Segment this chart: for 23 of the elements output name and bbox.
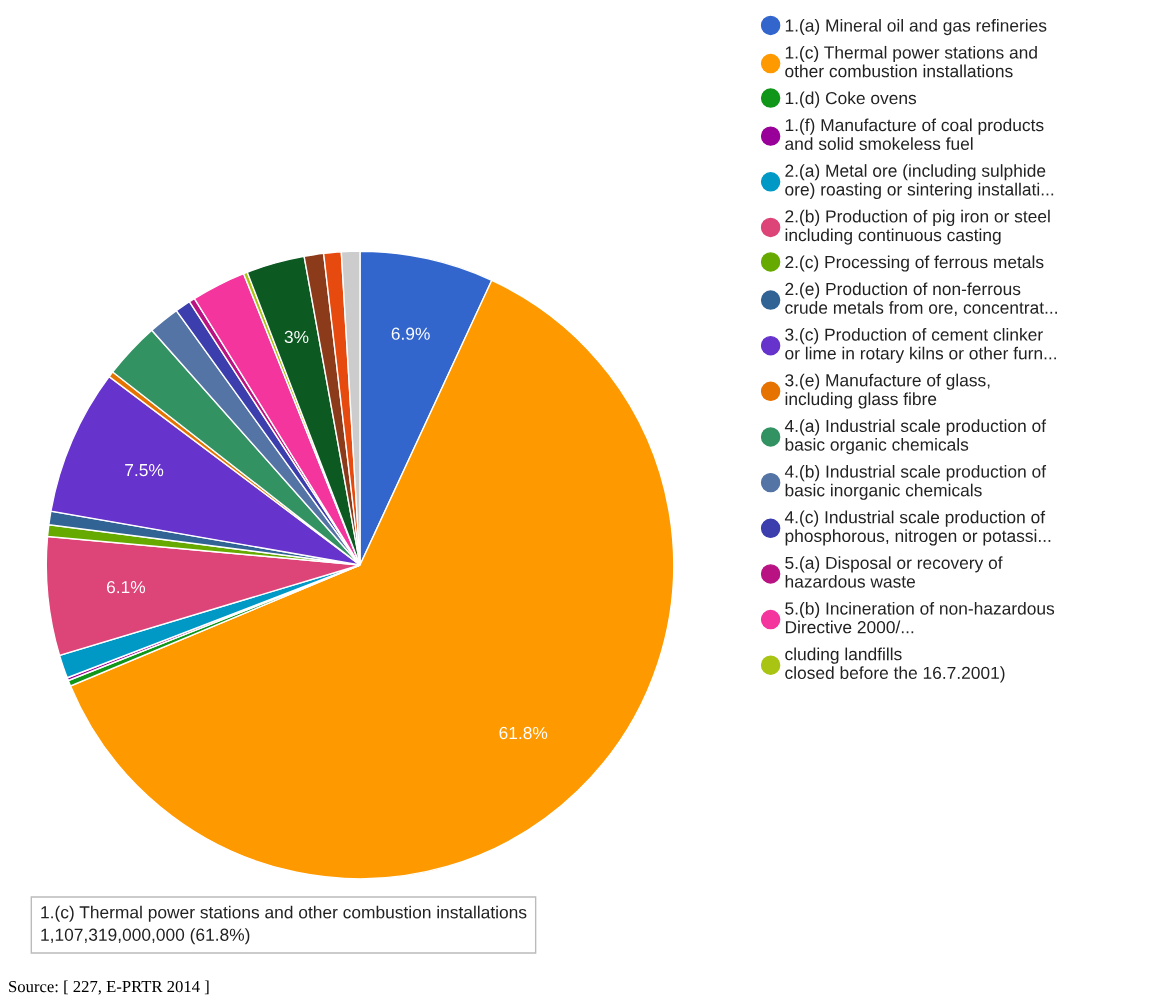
data-label: 61.8% [499,726,548,740]
data-label: 6.1% [106,580,146,594]
legend-label: 1.(d) Coke ovens [785,91,917,108]
source-note: Source: [ 227, E-PRTR 2014 ] [9,980,209,995]
legend-label: 2.(c) Processing of ferrous metals [785,255,1044,272]
legend-label: 3.(e) Manufacture of glass, including glass fibre [785,373,990,409]
legend-label: 4.(a) Industrial scale production of basic organic chemicals [784,419,1047,455]
legend-label: 3.(c) Production of cement clinker or lime in rotary kilns or other furn... [785,328,1056,363]
legend-label: 1.(f) Manufacture of coal products and solid smokeless fuel [785,118,1044,150]
legend-label: 5.(b) Incineration of non-hazardous Directive 2000/... [785,601,1055,634]
legend-label: 1.(c) Thermal power stations and other combustion installations [785,45,1037,78]
legend-label: 4.(b) Industrial scale production of basic inorganic chemicals [784,464,1047,500]
data-label: 6.9% [391,327,430,340]
data-label: 3% [284,330,309,344]
data-label: 7.5% [125,464,164,477]
text: 1.(c) Thermal power stations and other combustion installations 1,107,319,000,000 (61.8%) [41,905,527,945]
legend-label: 2.(a) Metal ore (including sulphide ore) roasting or sintering installati... [785,164,1054,200]
legend-label: cluding landfills closed before the 16.7.2001) [785,647,1005,683]
legend-label: 5.(a) Disposal or recovery of hazardous waste [785,556,1003,588]
legend-label: 4.(c) Industrial scale production of phosphorous, nitrogen or potassi... [784,510,1051,546]
legend-label: 2.(e) Production of non-ferrous crude metals from ore, concentrat... [785,282,1057,316]
legend-label: 2.(b) Production of pig iron or steel including continuous casting [785,209,1050,245]
legend-label: 1.(a) Mineral oil and gas refineries [785,18,1047,36]
